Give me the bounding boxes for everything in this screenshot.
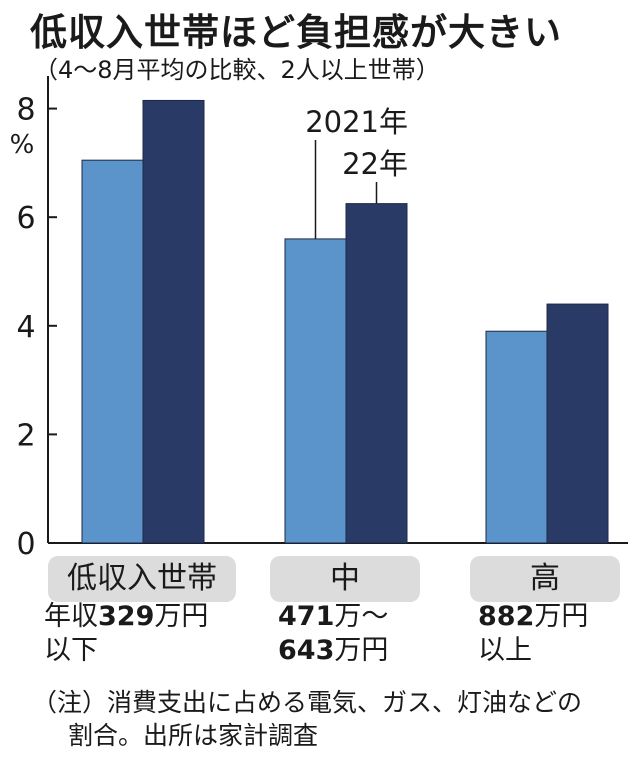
bar-chart: 0 2 4 6 8% 2021年 22年 <box>10 76 628 560</box>
bar-2021-0 <box>81 159 144 544</box>
range-number: 471 <box>278 601 335 632</box>
bar-2021-1 <box>284 238 347 544</box>
range-number: 882 <box>478 601 535 632</box>
legend-label-2022: 22年 <box>342 147 408 181</box>
income-range-low: 年収329万円 以下 <box>44 600 208 668</box>
bar-2022-1 <box>345 203 408 544</box>
bar-2021-2 <box>485 330 548 544</box>
y-axis-unit: % <box>10 130 35 160</box>
range-qualifier: 以下 <box>44 635 98 666</box>
y-tick-label: 8 <box>16 93 35 128</box>
range-unit-2: 万円 <box>334 635 389 666</box>
range-qualifier: 以上 <box>478 635 532 666</box>
range-prefix: 年収 <box>44 601 98 632</box>
range-number-2: 643 <box>278 635 335 666</box>
legend-label-2021: 2021年 <box>305 105 408 139</box>
range-number: 329 <box>98 601 155 632</box>
footnote-line1: （注）消費支出に占める電気、ガス、灯油などの <box>32 688 583 717</box>
range-unit: 万円 <box>534 601 589 632</box>
y-tick-label: 2 <box>16 418 35 453</box>
bar-2022-2 <box>546 303 609 544</box>
income-range-high: 882万円 以上 <box>478 600 588 668</box>
category-label-middle: 中 <box>270 556 420 602</box>
y-tick-label: 0 <box>16 527 35 560</box>
category-label-low: 低収入世帯 <box>48 556 236 602</box>
range-unit: 万円 <box>154 601 209 632</box>
category-label-high: 高 <box>470 556 620 602</box>
y-tick-label: 4 <box>16 310 35 345</box>
chart-subtitle: （4～8月平均の比較、2人以上世帯） <box>34 56 440 84</box>
income-range-middle: 471万～ 643万円 <box>278 600 388 668</box>
range-unit: 万～ <box>334 601 389 632</box>
footnote: （注）消費支出に占める電気、ガス、灯油などの 割合。出所は家計調査 <box>32 686 582 752</box>
bar-2022-0 <box>142 99 205 544</box>
footnote-line2: 割合。出所は家計調査 <box>68 721 319 750</box>
y-tick-label: 6 <box>16 201 35 236</box>
chart-title: 低収入世帯ほど負担感が大きい <box>30 11 562 54</box>
